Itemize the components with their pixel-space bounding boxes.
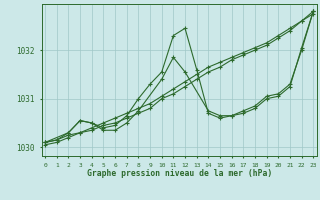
X-axis label: Graphe pression niveau de la mer (hPa): Graphe pression niveau de la mer (hPa)	[87, 169, 272, 178]
